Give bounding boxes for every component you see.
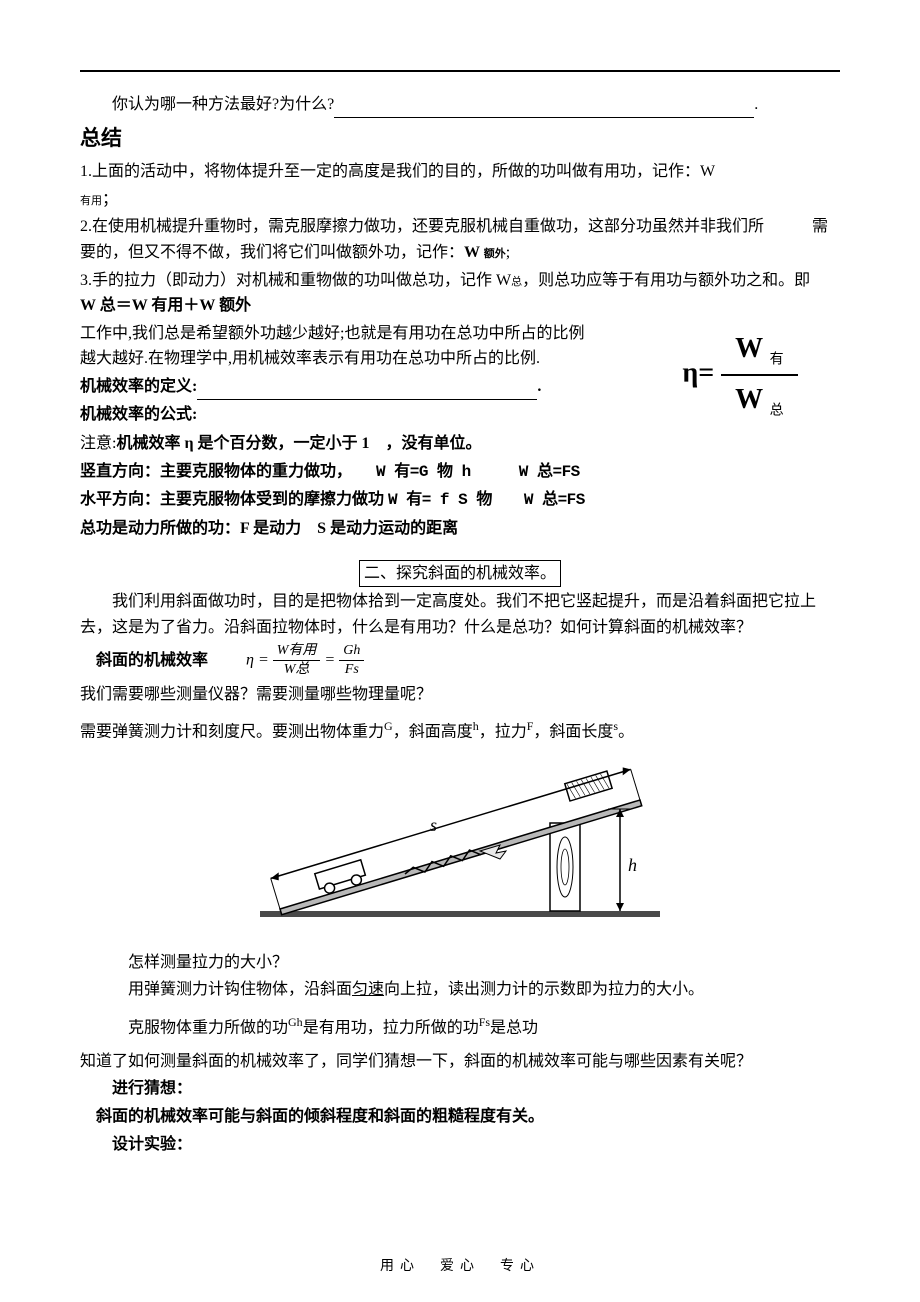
diagram-svg: sh — [250, 761, 670, 931]
summary-title: 总结 — [80, 122, 840, 156]
blank-line-2 — [197, 381, 537, 400]
vert-b: W 有=G 物 h — [376, 463, 471, 481]
eff-label: 斜面的机械效率 — [80, 648, 208, 674]
section-2-title: 二、探究斜面的机械效率。 — [359, 560, 561, 588]
horiz-c: W 总=FS — [524, 491, 585, 509]
measure-d: ，斜面长度 — [533, 724, 613, 741]
a2-b: 向上拉，读出测力计的示数即为拉力的大小。 — [384, 981, 704, 998]
q-instruments: 我们需要哪些测量仪器？需要测量哪些物理量呢？ — [80, 682, 840, 708]
horiz-b: W 有= f S 物 — [388, 491, 492, 509]
eta-eq: η= — [682, 357, 714, 388]
page: 你认为哪一种方法最好?为什么?. 总结 1.上面的活动中，将物体提升至一定的高度… — [0, 0, 920, 1302]
var-G: G — [384, 719, 393, 733]
summary-item-2: 2.在使用机械提升重物时，需克服摩擦力做功，还要克服机械自重做功，这部分功虽然并… — [80, 214, 840, 265]
summary-item-1b: 有用； — [80, 187, 840, 213]
note-line: 注意:机械效率 η 是个百分数，一定小于 1 ，没有单位。 — [80, 431, 840, 457]
measure-c: ，拉力 — [479, 724, 527, 741]
measure-a: 需要弹簧测力计和刻度尺。要测出物体重力 — [80, 724, 384, 741]
p3-eq: W 总＝W 有用＋W 额外 — [80, 297, 251, 314]
a2-a: 用弹簧测力计钩住物体，沿斜面 — [128, 981, 352, 998]
design-label: 设计实验： — [80, 1132, 840, 1158]
p3-sub: 总 — [511, 276, 522, 288]
p3-text-b: ，则总功应等于有用功与额外功之和。即 — [522, 272, 826, 289]
s2-p1: 我们利用斜面做功时，目的是把物体拾到一定高度处。我们不把它竖起提升，而是沿着斜面… — [80, 589, 840, 640]
guess-text: 斜面的机械效率可能与斜面的倾斜程度和斜面的粗糙程度有关。 — [80, 1104, 840, 1130]
q-measure-pull: 怎样测量拉力的大小？ — [80, 950, 840, 976]
section-2-title-wrap: 二、探究斜面的机械效率。 — [80, 560, 840, 588]
p1-text-a: 1.上面的活动中，将物体提升至一定的高度是我们的目的，所做的功叫做有用功，记作：… — [80, 163, 715, 180]
p3-text-a: 3.手的拉力（即动力）对机械和重物做的功叫做总功，记作 W — [80, 272, 511, 289]
blank-line-1 — [334, 99, 754, 118]
a3-a: 克服物体重力所做的功 — [128, 1019, 288, 1036]
measure-b: ，斜面高度 — [393, 724, 473, 741]
q-text: 你认为哪一种方法最好?为什么? — [112, 96, 334, 113]
note-b: 机械效率 η 是个百分数，一定小于 1 ，没有单位。 — [116, 435, 481, 452]
s2-p4: 知道了如何测量斜面的机械效率了，同学们猜想一下，斜面的机械效率可能与哪些因素有关… — [80, 1049, 840, 1075]
eta-numerator: W 有 — [721, 325, 798, 376]
eff-frac1: W有用 W总 — [273, 642, 321, 679]
incline-formula: η = W有用 W总 = Gh Fs — [246, 642, 364, 679]
svg-text:s: s — [430, 815, 437, 835]
eta-fraction: W 有 W 总 — [721, 325, 798, 425]
a2-u: 匀速 — [352, 981, 384, 998]
p2-w: W 额外 — [464, 244, 506, 261]
p2-text-a: 2.在使用机械提升重物时，需克服摩擦力做功，还要克服机械自重做功，这部分功虽然并… — [80, 218, 828, 261]
top-rule — [80, 70, 840, 72]
horizontal-direction: 水平方向：主要克服物体受到的摩擦力做功 W 有= f S 物 W 总=FS — [80, 487, 840, 514]
vert-a: 竖直方向：主要克服物体的重力做功， — [80, 463, 344, 480]
guess-label: 进行猜想： — [80, 1076, 840, 1102]
eta-denominator: W 总 — [721, 376, 798, 425]
measure-e: 。 — [618, 724, 634, 741]
a3-b: 是有用功，拉力所做的功 — [303, 1019, 479, 1036]
a3-c: 是总功 — [490, 1019, 538, 1036]
p1-text-c: ； — [102, 191, 118, 208]
total-work-line: 总功是动力所做的功：F 是动力 S 是动力运动的距离 — [80, 516, 840, 542]
p2-text-c: ; — [506, 244, 510, 261]
measure-line: 需要弹簧测力计和刻度尺。要测出物体重力G，斜面高度h，拉力F，斜面长度s。 — [80, 717, 840, 745]
incline-diagram: sh — [80, 761, 840, 940]
eta-formula: η= W 有 W 总 — [640, 325, 840, 425]
summary-item-4: 工作中,我们总是希望额外功越少越好;也就是有用功在总功中所占的比例越大越好.在物… — [80, 321, 600, 372]
a3-line: 克服物体重力所做的功Gh是有用功，拉力所做的功Fs是总功 — [80, 1013, 840, 1041]
eff-frac2: Gh Fs — [339, 642, 364, 679]
a3-v2: Fs — [479, 1015, 490, 1029]
horiz-a: 水平方向：主要克服物体受到的摩擦力做功 — [80, 491, 384, 508]
vert-c: W 总=FS — [519, 463, 580, 481]
incline-efficiency-line: 斜面的机械效率 η = W有用 W总 = Gh Fs — [80, 642, 840, 679]
page-footer: 用心 爱心 专心 — [0, 1256, 920, 1278]
question-best-method: 你认为哪一种方法最好?为什么?. — [80, 92, 840, 118]
p1-sub: 有用 — [80, 195, 102, 207]
summary-item-3: 3.手的拉力（即动力）对机械和重物做的功叫做总功，记作 W总，则总功应等于有用功… — [80, 268, 840, 319]
note-a: 注意: — [80, 435, 116, 452]
a-measure-pull: 用弹簧测力计钩住物体，沿斜面匀速向上拉，读出测力计的示数即为拉力的大小。 — [80, 977, 840, 1003]
summary-item-1: 1.上面的活动中，将物体提升至一定的高度是我们的目的，所做的功叫做有用功，记作：… — [80, 159, 840, 185]
svg-text:h: h — [628, 855, 637, 875]
a3-v1: Gh — [288, 1015, 303, 1029]
def-label: 机械效率的定义: — [80, 378, 197, 395]
vertical-direction: 竖直方向：主要克服物体的重力做功， W 有=G 物 h W 总=FS — [80, 459, 840, 486]
